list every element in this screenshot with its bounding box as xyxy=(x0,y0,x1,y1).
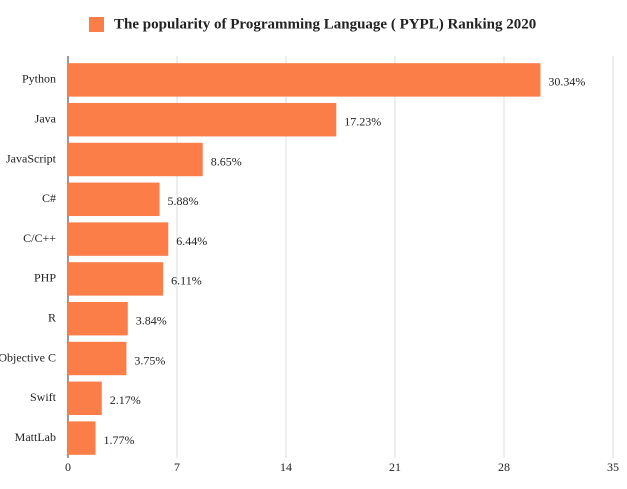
bar xyxy=(68,421,96,455)
bar xyxy=(68,63,541,97)
y-tick-label: MattLab xyxy=(15,430,56,444)
x-tick-label: 7 xyxy=(174,460,180,474)
bar xyxy=(68,182,160,217)
value-label: 17.23% xyxy=(344,114,381,128)
value-label: 6.11% xyxy=(171,274,202,288)
y-tick-label: JavaScript xyxy=(6,151,57,165)
bar xyxy=(68,381,102,416)
y-tick-label: PHP xyxy=(34,271,56,285)
y-tick-label: C# xyxy=(42,191,56,205)
bar xyxy=(68,301,128,336)
value-label: 2.17% xyxy=(110,393,141,407)
bar xyxy=(68,142,203,177)
value-label: 6.44% xyxy=(176,234,207,248)
x-tick-label: 35 xyxy=(607,460,619,474)
bar xyxy=(68,222,169,256)
bar xyxy=(68,341,127,376)
value-label: 1.77% xyxy=(104,433,135,447)
y-tick-label: C/C++ xyxy=(23,231,56,245)
chart-title: The popularity of Programming Language (… xyxy=(114,16,536,32)
bar xyxy=(68,102,337,137)
x-tick-label: 28 xyxy=(498,460,510,474)
y-tick-label: Java xyxy=(35,111,57,125)
value-label: 3.75% xyxy=(134,353,165,367)
value-label: 5.88% xyxy=(168,194,199,208)
y-tick-label: Swift xyxy=(30,390,57,404)
title-swatch xyxy=(89,17,104,32)
x-tick-label: 21 xyxy=(389,460,401,474)
value-label: 30.34% xyxy=(548,75,585,89)
value-label: 8.65% xyxy=(211,154,242,168)
y-tick-label: Objective C xyxy=(0,350,56,364)
bar xyxy=(68,262,164,296)
x-tick-label: 14 xyxy=(280,460,292,474)
y-tick-label: Python xyxy=(22,72,56,86)
value-label: 3.84% xyxy=(136,313,167,327)
y-tick-label: R xyxy=(48,310,56,324)
x-tick-label: 0 xyxy=(65,460,71,474)
